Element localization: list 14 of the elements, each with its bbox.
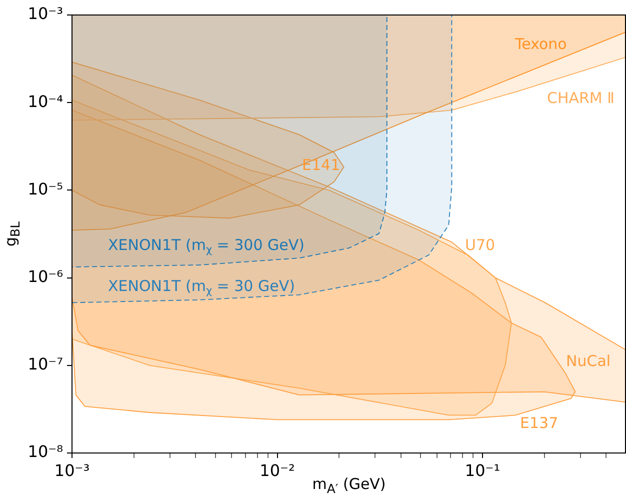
y-tick-label: 10⁻⁸ bbox=[28, 442, 63, 462]
y-tick-label: 10⁻⁴ bbox=[28, 92, 63, 111]
y-tick-label: 10⁻⁷ bbox=[28, 354, 63, 374]
x-tick-label: 10⁻³ bbox=[54, 460, 90, 480]
y-tick-label: 10⁻⁵ bbox=[28, 179, 63, 198]
y-tick-label: 10⁻³ bbox=[28, 4, 63, 24]
series-label: U70 bbox=[465, 236, 496, 254]
series-label: NuCal bbox=[566, 352, 611, 370]
y-tick-label: 10⁻⁶ bbox=[28, 266, 63, 286]
series-label: E137 bbox=[520, 414, 558, 432]
series-label: E141 bbox=[302, 156, 340, 174]
x-tick-label: 10⁻¹ bbox=[464, 460, 500, 480]
x-tick-label: 10⁻² bbox=[260, 460, 295, 480]
x-axis-title: m$_{A′}$ (GeV) bbox=[312, 475, 386, 496]
